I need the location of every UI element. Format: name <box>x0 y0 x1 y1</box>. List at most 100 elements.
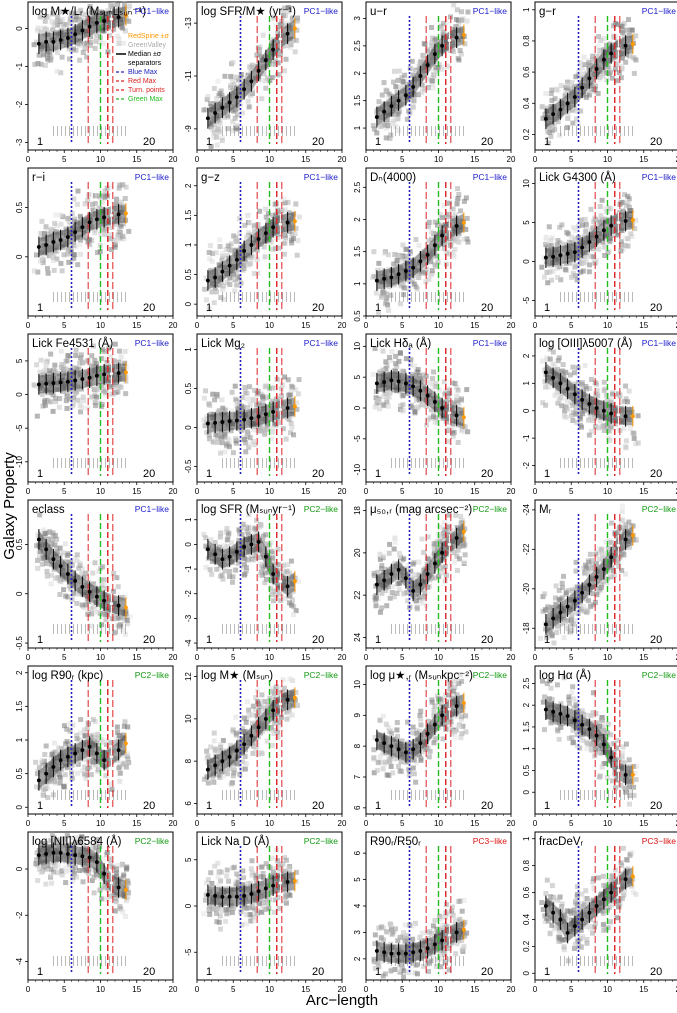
median-point <box>616 46 621 51</box>
median-point <box>616 412 621 417</box>
density-cell <box>416 242 422 248</box>
median-point <box>263 554 268 559</box>
density-cell <box>98 404 104 410</box>
density-cell <box>573 254 579 260</box>
density-cell <box>388 132 394 138</box>
density-cell <box>571 225 577 231</box>
density-cell <box>103 357 109 363</box>
density-cell <box>400 242 406 248</box>
density-cell <box>101 23 107 29</box>
density-cell <box>289 424 295 430</box>
density-cell <box>414 69 420 75</box>
density-cell <box>604 392 610 398</box>
density-cell <box>94 250 100 256</box>
density-cell <box>69 211 75 217</box>
density-cell <box>208 411 214 417</box>
density-cell <box>75 219 81 225</box>
density-cell <box>444 419 450 425</box>
segment-end-label: 20 <box>481 302 493 314</box>
density-cell <box>448 401 454 407</box>
density-cell <box>261 64 267 70</box>
density-cell <box>60 550 66 556</box>
density-cell <box>51 368 57 374</box>
pc-label: PC1−like <box>304 172 339 182</box>
median-point <box>36 41 41 46</box>
density-cell <box>89 353 95 359</box>
density-cell <box>614 212 620 218</box>
density-cell <box>269 44 275 50</box>
density-cell <box>241 266 247 272</box>
median-point <box>389 378 394 383</box>
density-cell <box>276 245 282 251</box>
density-cell <box>549 120 555 126</box>
density-cell <box>577 60 583 66</box>
density-cell <box>90 18 96 24</box>
density-cell <box>48 57 54 63</box>
density-cell <box>97 369 103 375</box>
panel-title: log SFR (Mₛᵤₙyr⁻¹) <box>201 504 296 516</box>
density-cell <box>217 120 223 126</box>
median-point <box>249 242 254 247</box>
density-cell <box>441 379 447 385</box>
median-point <box>249 416 254 421</box>
density-cell <box>463 195 469 201</box>
density-cell <box>294 15 300 21</box>
density-cell <box>231 97 237 103</box>
density-cell <box>84 596 90 602</box>
density-cell <box>576 120 582 126</box>
density-cell <box>218 295 224 301</box>
density-cell <box>217 534 223 540</box>
density-cell <box>581 88 587 94</box>
density-cell <box>554 371 560 377</box>
density-cell <box>252 424 258 430</box>
median-point <box>292 579 297 584</box>
density-cell <box>440 240 446 246</box>
x-tick-label: 0 <box>533 155 538 164</box>
x-tick-label: 0 <box>26 653 31 662</box>
density-cell <box>102 188 108 194</box>
density-cell <box>262 570 268 576</box>
density-cell <box>374 130 380 136</box>
y-tick-label: 0 <box>184 425 193 430</box>
density-cell <box>276 570 282 576</box>
density-cell <box>389 584 395 590</box>
density-cell <box>433 406 439 412</box>
density-cell <box>554 249 560 255</box>
median-point <box>51 381 56 386</box>
density-cell <box>432 231 438 237</box>
density-cell <box>41 51 47 57</box>
density-cell <box>226 438 232 444</box>
density-cell <box>564 85 570 91</box>
density-cell <box>436 387 442 393</box>
density-cell <box>219 440 225 446</box>
density-cell <box>207 567 213 573</box>
density-cell <box>376 275 382 281</box>
density-cell <box>578 108 584 114</box>
density-cell <box>395 77 401 83</box>
density-cell <box>548 134 554 140</box>
density-cell <box>597 67 603 73</box>
density-cell <box>207 273 213 279</box>
density-cell <box>277 50 283 56</box>
density-cell <box>93 38 99 44</box>
median-point <box>58 238 63 243</box>
density-cell <box>48 244 54 250</box>
density-cell <box>561 395 567 401</box>
density-cell <box>418 375 424 381</box>
density-cell <box>375 267 381 273</box>
density-cell <box>294 400 300 406</box>
density-cell <box>432 262 438 268</box>
x-tick-label: 5 <box>569 487 574 496</box>
median-point <box>73 32 78 37</box>
density-cell <box>78 352 84 358</box>
density-cell <box>48 541 54 547</box>
density-cell <box>618 75 624 81</box>
median-point <box>205 547 210 552</box>
density-cell <box>89 12 95 18</box>
median-point <box>234 95 239 100</box>
density-cell <box>586 432 592 438</box>
density-cell <box>233 567 239 573</box>
density-cell <box>127 614 133 620</box>
y-tick-label: 1 <box>184 242 193 247</box>
density-cell <box>53 242 59 248</box>
